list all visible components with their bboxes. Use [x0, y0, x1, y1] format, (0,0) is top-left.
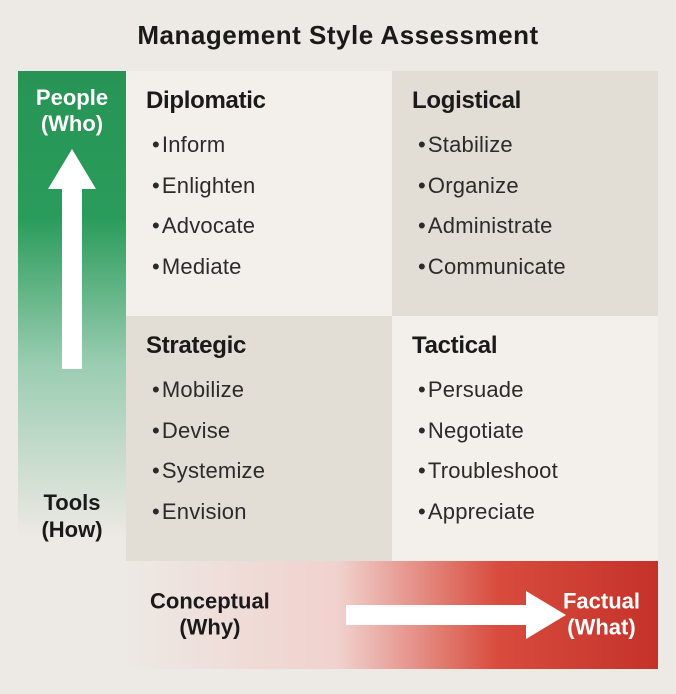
y-axis-top-text: People	[36, 85, 108, 110]
quadrant-strategic: Strategic Mobilize Devise Systemize Envi…	[126, 316, 392, 561]
quadrant-list: Persuade Negotiate Troubleshoot Apprecia…	[412, 370, 644, 533]
right-arrow-icon	[346, 587, 566, 643]
x-axis-right-label: Factual (What)	[563, 589, 640, 642]
y-axis-top-sub: (Who)	[41, 111, 103, 136]
quadrant-diplomatic: Diplomatic Inform Enlighten Advocate Med…	[126, 71, 392, 316]
diagram-title: Management Style Assessment	[18, 20, 658, 51]
list-item: Enlighten	[152, 166, 378, 207]
list-item: Troubleshoot	[418, 451, 644, 492]
x-axis-right-text: Factual	[563, 589, 640, 614]
quadrant-list: Inform Enlighten Advocate Mediate	[146, 125, 378, 288]
list-item: Systemize	[152, 451, 378, 492]
quadrant-list: Mobilize Devise Systemize Envision	[146, 370, 378, 533]
y-axis-bottom-label: Tools (How)	[18, 490, 126, 543]
list-item: Mobilize	[152, 370, 378, 411]
y-axis: People (Who) Tools (How)	[18, 71, 126, 561]
y-axis-top-label: People (Who)	[18, 85, 126, 138]
assessment-diagram: Management Style Assessment People (Who)…	[0, 0, 676, 694]
y-axis-bottom-text: Tools	[43, 490, 100, 515]
list-item: Persuade	[418, 370, 644, 411]
list-item: Advocate	[152, 206, 378, 247]
quadrant-tactical: Tactical Persuade Negotiate Troubleshoot…	[392, 316, 658, 561]
list-item: Inform	[152, 125, 378, 166]
list-item: Negotiate	[418, 411, 644, 452]
quadrant-grid: Diplomatic Inform Enlighten Advocate Med…	[126, 71, 658, 561]
up-arrow-icon	[44, 149, 100, 369]
x-axis: Conceptual (Why) Factual (What)	[126, 561, 658, 669]
list-item: Stabilize	[418, 125, 644, 166]
list-item: Communicate	[418, 247, 644, 288]
list-item: Appreciate	[418, 492, 644, 533]
quadrant-title: Strategic	[146, 332, 378, 360]
quadrant-title: Tactical	[412, 332, 644, 360]
list-item: Administrate	[418, 206, 644, 247]
axis-corner	[18, 561, 126, 669]
list-item: Envision	[152, 492, 378, 533]
list-item: Organize	[418, 166, 644, 207]
quadrant-title: Logistical	[412, 87, 644, 115]
quadrant-logistical: Logistical Stabilize Organize Administra…	[392, 71, 658, 316]
x-axis-left-label: Conceptual (Why)	[150, 589, 270, 642]
x-axis-right-sub: (What)	[567, 615, 635, 640]
quadrant-chart: People (Who) Tools (How) Diplomatic Info…	[18, 71, 658, 681]
quadrant-list: Stabilize Organize Administrate Communic…	[412, 125, 644, 288]
x-axis-left-text: Conceptual	[150, 589, 270, 614]
x-axis-left-sub: (Why)	[179, 615, 240, 640]
y-axis-bottom-sub: (How)	[41, 517, 102, 542]
list-item: Devise	[152, 411, 378, 452]
list-item: Mediate	[152, 247, 378, 288]
quadrant-title: Diplomatic	[146, 87, 378, 115]
